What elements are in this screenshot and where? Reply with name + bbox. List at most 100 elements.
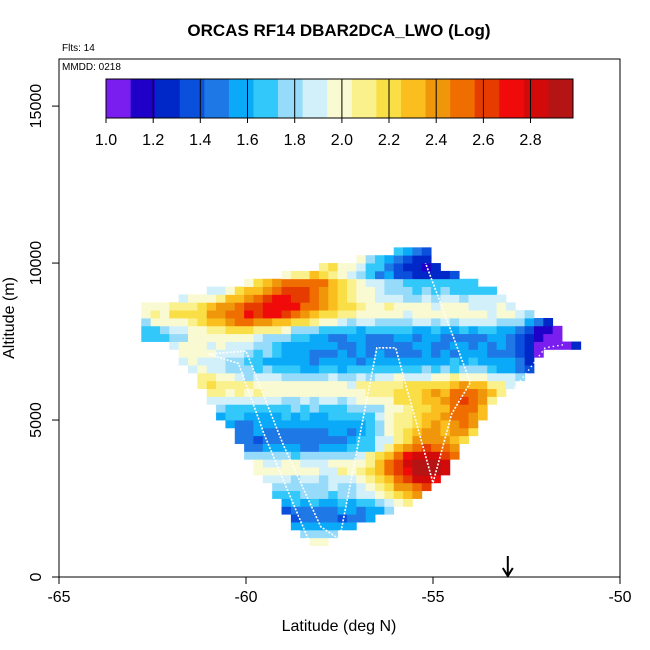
heatmap-cell: [496, 294, 507, 303]
heatmap-cell: [328, 420, 339, 429]
heatmap-cell: [272, 443, 282, 452]
heatmap-cell: [290, 380, 301, 390]
heatmap-cell: [431, 388, 441, 397]
heatmap-cell: [169, 325, 180, 335]
heatmap-cell: [421, 365, 432, 374]
heatmap-cell: [421, 459, 432, 468]
heatmap-cell: [375, 443, 385, 452]
heatmap-cell: [477, 396, 488, 405]
heatmap-cell: [328, 529, 339, 539]
y-axis: 0 5000 10000 15000: [28, 84, 59, 581]
heatmap-cell: [281, 372, 292, 382]
x-tick-label: -50: [608, 589, 631, 606]
heatmap-cell: [365, 451, 376, 460]
heatmap-cell: [384, 255, 395, 264]
heatmap-cell: [290, 286, 301, 295]
heatmap-cell: [393, 396, 404, 405]
heatmap-cell: [318, 451, 329, 460]
heatmap-cell: [216, 318, 226, 327]
heatmap-cell: [300, 506, 310, 515]
heatmap-cell: [487, 325, 497, 335]
heatmap-cell: [356, 263, 367, 272]
heatmap-cell: [459, 278, 469, 288]
heatmap-cell: [459, 427, 469, 437]
heatmap-cell: [421, 349, 432, 358]
heatmap-cell: [421, 270, 432, 280]
heatmap-cell: [253, 278, 264, 288]
heatmap-cell: [449, 341, 460, 350]
heatmap-cell: [300, 388, 310, 397]
y-tick-label: 0: [28, 572, 45, 581]
heatmap-cell: [412, 451, 423, 460]
heatmap-cell: [328, 514, 339, 523]
heatmap-cell: [159, 325, 170, 335]
flight-track: [208, 262, 565, 543]
heatmap-cell: [281, 325, 292, 335]
heatmap-cell: [421, 427, 432, 437]
heatmap-cell: [253, 404, 264, 413]
heatmap-cell: [262, 325, 273, 335]
heatmap-cell: [309, 412, 320, 421]
heatmap-cell: [412, 318, 423, 327]
heatmap-cell: [206, 310, 217, 319]
heatmap-cell: [403, 325, 413, 335]
heatmap-cell: [206, 286, 217, 295]
heatmap-cell: [459, 372, 469, 382]
heatmap-cell: [318, 341, 329, 350]
heatmap-cell: [459, 325, 469, 335]
heatmap-cell: [403, 333, 413, 342]
heatmap-cell: [234, 372, 245, 382]
heatmap-cell: [356, 333, 367, 342]
heatmap-cell: [375, 365, 385, 374]
heatmap-cell: [337, 427, 348, 437]
heatmap-cell: [300, 325, 310, 335]
heatmap-cell: [290, 522, 301, 531]
heatmap-cell: [393, 365, 404, 374]
heatmap-cell: [216, 365, 226, 374]
heatmap-cell: [393, 255, 404, 264]
heatmap-cell: [375, 372, 385, 382]
heatmap-cell: [384, 420, 395, 429]
colorbar-swatch: [302, 79, 328, 118]
heatmap-cell: [356, 451, 367, 460]
heatmap-cell: [225, 420, 236, 429]
heatmap-cell: [290, 357, 301, 366]
heatmap-cell: [309, 514, 320, 523]
heatmap-cell: [440, 388, 451, 397]
heatmap-cell: [412, 325, 423, 335]
heatmap-cell: [300, 420, 310, 429]
heatmap-cell: [197, 380, 208, 390]
y-tick-label: 15000: [28, 84, 45, 129]
heatmap-cell: [468, 318, 479, 327]
heatmap-cell: [309, 372, 320, 382]
heatmap-cell: [281, 498, 292, 507]
heatmap-cell: [440, 302, 451, 311]
colorbar-swatch: [425, 79, 451, 118]
heatmap-cell: [281, 270, 292, 280]
heatmap-cell: [375, 255, 385, 264]
heatmap-cell: [403, 420, 413, 429]
heatmap-cell: [421, 372, 432, 382]
heatmap-cell: [365, 474, 376, 484]
heatmap-cell: [487, 372, 497, 382]
heatmap-cell: [244, 341, 254, 350]
heatmap-cell: [533, 318, 544, 327]
heatmap-cell: [159, 310, 170, 319]
heatmap-cell: [290, 278, 301, 288]
heatmap-cell: [197, 318, 208, 327]
heatmap-cell: [272, 341, 282, 350]
heatmap-cell: [272, 482, 282, 492]
heatmap-cell: [328, 459, 339, 468]
heatmap-cell: [328, 506, 339, 515]
heatmap-cell: [468, 333, 479, 342]
heatmap-cell: [309, 443, 320, 452]
heatmap-cell: [262, 435, 273, 444]
heatmap-cell: [431, 412, 441, 421]
heatmap-cell: [300, 427, 310, 437]
heatmap-cell: [412, 333, 423, 342]
heatmap-cell: [449, 325, 460, 335]
heatmap-cell: [188, 294, 198, 303]
heatmap-cell: [431, 310, 441, 319]
heatmap-cell: [328, 263, 339, 272]
heatmap-cell: [365, 388, 376, 397]
